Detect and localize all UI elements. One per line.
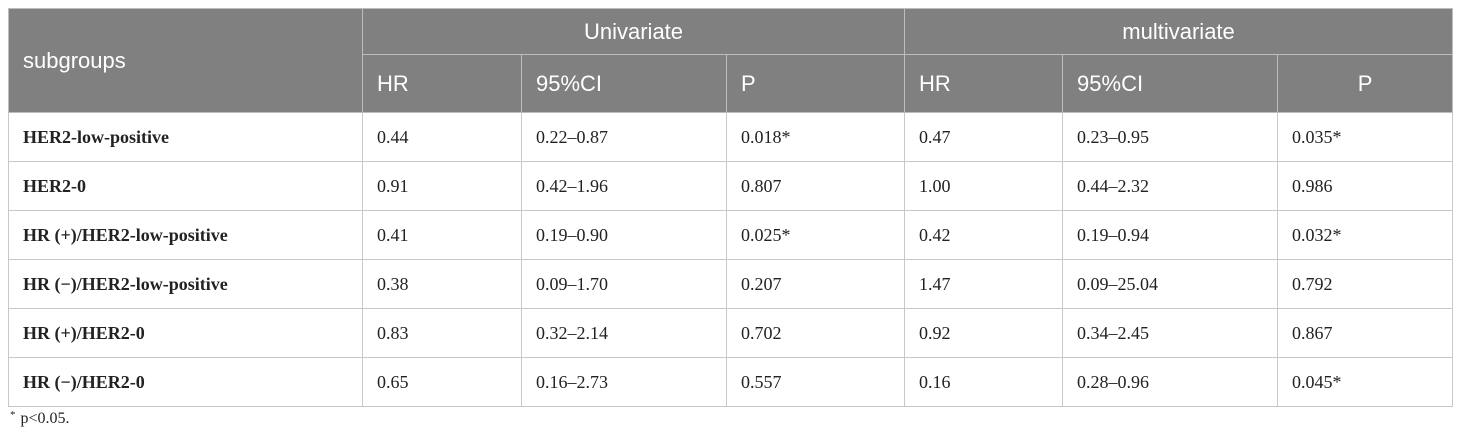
table-row: HER2-low-positive 0.44 0.22–0.87 0.018* 0.47… bbox=[8, 112, 1454, 162]
univariate-ci-cell: 0.16–2.73 bbox=[521, 357, 727, 407]
table-row: HR (−)/HER2-low-positive 0.38 0.09–1.70 0.2… bbox=[8, 259, 1454, 309]
subgroup-label: HR (−)/HER2-low-positive bbox=[8, 259, 363, 309]
univariate-p-cell: 0.018* bbox=[725, 112, 906, 162]
multivariate-ci-cell: 0.34–2.45 bbox=[1062, 308, 1279, 358]
univariate-group-header: Univariate bbox=[361, 8, 906, 55]
univariate-hr-cell: 0.91 bbox=[362, 161, 522, 211]
multivariate-hr-cell: 0.16 bbox=[904, 357, 1064, 407]
univariate-ci-cell: 0.19–0.90 bbox=[521, 210, 727, 260]
subgroup-label: HR (+)/HER2-low-positive bbox=[8, 210, 363, 260]
univariate-hr-cell: 0.38 bbox=[362, 259, 522, 309]
multivariate-p-cell: 0.032* bbox=[1277, 210, 1454, 260]
multivariate-ci-cell: 0.19–0.94 bbox=[1062, 210, 1279, 260]
multivariate-p-cell: 0.035* bbox=[1277, 112, 1454, 162]
multivariate-p-cell: 0.792 bbox=[1277, 259, 1454, 309]
multivariate-p-cell: 0.867 bbox=[1277, 308, 1454, 358]
multivariate-group-header: multivariate bbox=[904, 8, 1454, 55]
multivariate-hr-cell: 0.42 bbox=[904, 210, 1064, 260]
univariate-p-cell: 0.557 bbox=[725, 357, 906, 407]
subgroup-label: HR (+)/HER2-0 bbox=[8, 308, 363, 358]
multivariate-p-cell: 0.045* bbox=[1277, 357, 1454, 407]
multivariate-p-cell: 0.986 bbox=[1277, 161, 1454, 211]
multivariate-ci-cell: 0.23–0.95 bbox=[1062, 112, 1279, 162]
univariate-ci-cell: 0.09–1.70 bbox=[521, 259, 727, 309]
footnote: * p<0.05. bbox=[10, 409, 70, 428]
subgroup-analysis-table: subgroups Univariate multivariate HR 95%… bbox=[8, 8, 1454, 407]
univariate-ci-cell: 0.22–0.87 bbox=[521, 112, 727, 162]
footnote-text: p<0.05. bbox=[20, 410, 70, 427]
univariate-ci-cell: 0.32–2.14 bbox=[521, 308, 727, 358]
table-row: HR (+)/HER2-0 0.83 0.32–2.14 0.702 0.92 0.34–… bbox=[8, 308, 1454, 358]
multivariate-hr-cell: 0.47 bbox=[904, 112, 1064, 162]
table-body: HER2-low-positive 0.44 0.22–0.87 0.018* 0.47… bbox=[8, 112, 1454, 407]
multivariate-ci-cell: 0.28–0.96 bbox=[1062, 357, 1279, 407]
table-row: HR (−)/HER2-0 0.65 0.16–2.73 0.557 0.16 0.28–… bbox=[8, 357, 1454, 407]
table-header: subgroups Univariate multivariate HR 95%… bbox=[8, 8, 1454, 113]
multivariate-p-header: P bbox=[1277, 54, 1454, 113]
subgroups-header: subgroups bbox=[8, 8, 363, 113]
univariate-hr-cell: 0.83 bbox=[362, 308, 522, 358]
multivariate-hr-header: HR bbox=[904, 54, 1064, 113]
univariate-hr-cell: 0.41 bbox=[362, 210, 522, 260]
univariate-ci-header: 95%CI bbox=[521, 54, 727, 113]
univariate-p-cell: 0.025* bbox=[725, 210, 906, 260]
multivariate-hr-cell: 0.92 bbox=[904, 308, 1064, 358]
univariate-p-cell: 0.207 bbox=[725, 259, 906, 309]
univariate-hr-header: HR bbox=[362, 54, 522, 113]
univariate-p-header: P bbox=[725, 54, 906, 113]
table-row: HR (+)/HER2-low-positive 0.41 0.19–0.90 0.0… bbox=[8, 210, 1454, 260]
multivariate-ci-cell: 0.09–25.04 bbox=[1062, 259, 1279, 309]
univariate-hr-cell: 0.44 bbox=[362, 112, 522, 162]
univariate-hr-cell: 0.65 bbox=[362, 357, 522, 407]
multivariate-hr-cell: 1.47 bbox=[904, 259, 1064, 309]
subgroup-label: HER2-low-positive bbox=[8, 112, 363, 162]
subgroup-label: HER2-0 bbox=[8, 161, 363, 211]
footnote-marker: * bbox=[10, 409, 16, 421]
univariate-ci-cell: 0.42–1.96 bbox=[521, 161, 727, 211]
multivariate-ci-cell: 0.44–2.32 bbox=[1062, 161, 1279, 211]
subgroup-label: HR (−)/HER2-0 bbox=[8, 357, 363, 407]
results-table-container: subgroups Univariate multivariate HR 95%… bbox=[8, 8, 1454, 407]
multivariate-ci-header: 95%CI bbox=[1062, 54, 1279, 113]
multivariate-hr-cell: 1.00 bbox=[904, 161, 1064, 211]
table-row: HER2-0 0.91 0.42–1.96 0.807 1.00 0.44–2.32 0.9… bbox=[8, 161, 1454, 211]
univariate-p-cell: 0.807 bbox=[725, 161, 906, 211]
univariate-p-cell: 0.702 bbox=[725, 308, 906, 358]
